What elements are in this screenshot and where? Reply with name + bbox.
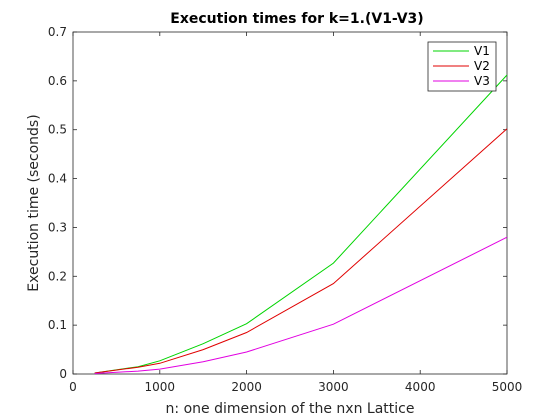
x-tick-label: 1000	[145, 380, 176, 394]
y-axis-ticks: 0 0.1 0.2 0.3 0.4 0.5 0.6 0.7	[48, 25, 507, 381]
x-tick-label: 4000	[405, 380, 436, 394]
y-tick-label: 0.7	[48, 25, 67, 39]
x-tick-label: 3000	[318, 380, 349, 394]
x-axis-ticks: 0 1000 2000 3000 4000 5000	[69, 32, 522, 394]
x-tick-label: 5000	[492, 380, 523, 394]
series-lines	[94, 74, 508, 374]
y-tick-label: 0	[59, 367, 67, 381]
x-tick-label: 0	[69, 380, 77, 394]
legend-label-v2: V2	[474, 59, 490, 73]
legend-label-v1: V1	[474, 44, 490, 58]
y-tick-label: 0.6	[48, 74, 67, 88]
y-axis-label: Execution time (seconds)	[26, 114, 42, 291]
x-tick-label: 2000	[231, 380, 262, 394]
y-tick-label: 0.1	[48, 318, 67, 332]
y-tick-label: 0.4	[48, 172, 67, 186]
y-tick-label: 0.2	[48, 269, 67, 283]
chart-title: Execution times for k=1.(V1-V3)	[170, 11, 423, 27]
y-tick-label: 0.5	[48, 123, 67, 137]
x-axis-label: n: one dimension of the nxn Lattice	[166, 401, 415, 417]
legend-label-v3: V3	[474, 74, 490, 88]
series-line-v2	[94, 128, 508, 374]
y-tick-label: 0.3	[48, 220, 67, 234]
series-line-v3	[94, 236, 508, 374]
